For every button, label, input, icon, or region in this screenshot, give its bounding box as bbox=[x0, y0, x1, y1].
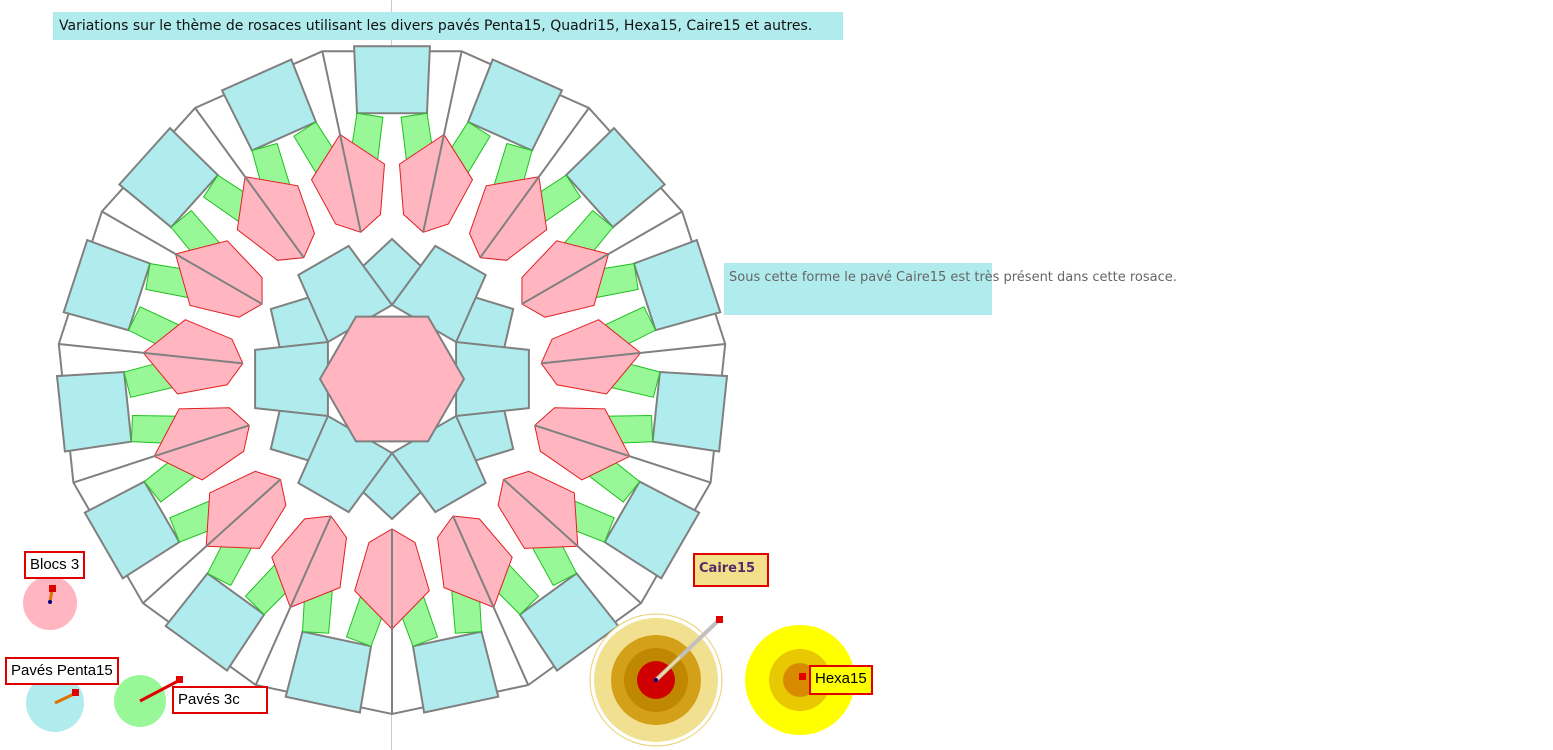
caire15-dial[interactable] bbox=[589, 613, 723, 747]
center-hexagon bbox=[318, 315, 466, 443]
radial-line bbox=[521, 210, 683, 305]
penta15-slider[interactable] bbox=[26, 674, 84, 732]
pink-tile bbox=[310, 133, 386, 233]
paves-penta15-button[interactable]: Pavés Penta15 bbox=[5, 657, 119, 685]
radial-line bbox=[422, 51, 463, 233]
page-title: Variations sur le thème de rosaces utili… bbox=[53, 12, 843, 40]
pink-tile bbox=[271, 515, 348, 609]
radial-line bbox=[452, 515, 530, 686]
radial-line bbox=[502, 478, 642, 604]
radial-line bbox=[73, 424, 250, 484]
radial-line bbox=[321, 51, 362, 233]
radial-line bbox=[58, 342, 243, 365]
pink-tile bbox=[398, 133, 474, 233]
radial-line bbox=[194, 107, 305, 259]
hexa15-dial[interactable] bbox=[745, 625, 855, 735]
paves-3c-button[interactable]: Pavés 3c bbox=[172, 686, 268, 714]
radial-line bbox=[101, 210, 263, 305]
note-box bbox=[724, 263, 992, 315]
blocs3-slider[interactable] bbox=[23, 576, 77, 630]
note-text: Sous cette forme le pavé Caire15 est trè… bbox=[729, 270, 1177, 285]
radial-line bbox=[142, 478, 282, 604]
hexa15-button[interactable]: Hexa15 bbox=[809, 665, 873, 695]
caire15-button[interactable]: Caire15 bbox=[693, 553, 769, 587]
radial-line bbox=[534, 424, 711, 484]
paves3c-slider[interactable] bbox=[114, 675, 183, 727]
radial-line bbox=[479, 107, 590, 259]
radial-line bbox=[541, 342, 726, 365]
blocs3-button[interactable]: Blocs 3 bbox=[24, 551, 86, 579]
radial-line bbox=[254, 515, 332, 686]
pink-tile bbox=[436, 515, 513, 609]
